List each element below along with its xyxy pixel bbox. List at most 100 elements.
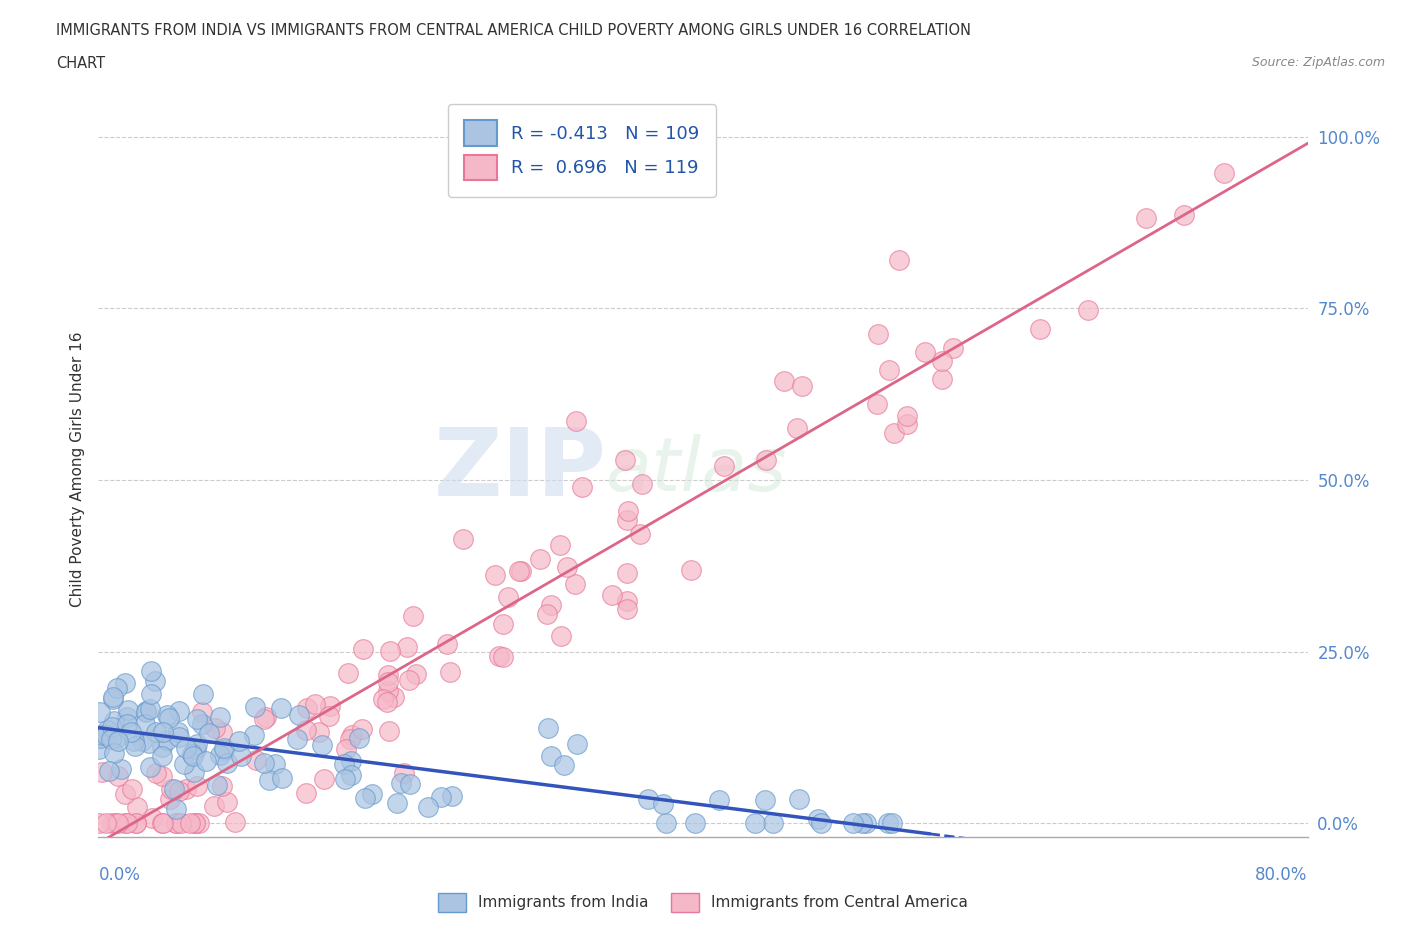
Point	[121, 781, 143, 796]
Point	[179, 816, 201, 830]
Point	[243, 699, 266, 714]
Point	[762, 816, 785, 830]
Point	[143, 673, 166, 688]
Point	[94, 728, 117, 743]
Point	[352, 722, 374, 737]
Point	[509, 564, 531, 578]
Point	[564, 576, 586, 591]
Point	[134, 716, 156, 731]
Point	[877, 362, 900, 377]
Text: ZIP: ZIP	[433, 424, 606, 515]
Point	[744, 816, 766, 830]
Point	[342, 727, 364, 742]
Point	[287, 732, 309, 747]
Point	[252, 711, 274, 726]
Point	[254, 710, 277, 724]
Point	[107, 734, 129, 749]
Point	[683, 816, 706, 830]
Point	[613, 452, 636, 467]
Point	[156, 732, 179, 747]
Point	[184, 816, 207, 830]
Point	[339, 753, 361, 768]
Point	[183, 764, 205, 779]
Point	[295, 723, 318, 737]
Point	[105, 816, 128, 830]
Point	[212, 742, 235, 757]
Text: 80.0%: 80.0%	[1256, 867, 1308, 884]
Point	[786, 420, 808, 435]
Point	[191, 704, 214, 719]
Point	[101, 816, 124, 830]
Point	[304, 697, 326, 711]
Point	[851, 816, 873, 830]
Point	[340, 768, 363, 783]
Point	[180, 747, 202, 762]
Point	[105, 680, 128, 695]
Point	[382, 689, 405, 704]
Point	[135, 705, 157, 720]
Point	[156, 708, 179, 723]
Point	[120, 724, 142, 739]
Point	[385, 795, 408, 810]
Point	[787, 791, 810, 806]
Point	[101, 691, 124, 706]
Point	[167, 729, 190, 744]
Point	[896, 417, 918, 432]
Point	[652, 797, 675, 812]
Point	[565, 413, 588, 428]
Point	[115, 710, 138, 724]
Point	[339, 732, 361, 747]
Point	[571, 479, 593, 494]
Point	[150, 816, 173, 830]
Point	[114, 787, 136, 802]
Point	[145, 724, 167, 739]
Point	[195, 753, 218, 768]
Text: IMMIGRANTS FROM INDIA VS IMMIGRANTS FROM CENTRAL AMERICA CHILD POVERTY AMONG GIR: IMMIGRANTS FROM INDIA VS IMMIGRANTS FROM…	[56, 23, 972, 38]
Point	[880, 816, 903, 830]
Point	[245, 752, 267, 767]
Point	[224, 815, 246, 830]
Point	[1135, 210, 1157, 225]
Point	[451, 532, 474, 547]
Point	[537, 721, 560, 736]
Point	[191, 686, 214, 701]
Point	[125, 816, 148, 830]
Point	[205, 777, 228, 792]
Point	[353, 790, 375, 805]
Point	[377, 684, 399, 698]
Point	[637, 791, 659, 806]
Point	[150, 768, 173, 783]
Point	[866, 397, 889, 412]
Point	[807, 812, 830, 827]
Point	[439, 664, 461, 679]
Text: CHART: CHART	[56, 56, 105, 71]
Point	[553, 758, 575, 773]
Point	[211, 779, 233, 794]
Point	[96, 723, 118, 737]
Point	[165, 816, 187, 830]
Point	[89, 704, 111, 719]
Point	[377, 674, 399, 689]
Point	[492, 649, 515, 664]
Point	[115, 816, 138, 830]
Point	[755, 452, 778, 467]
Point	[174, 782, 197, 797]
Point	[208, 710, 231, 724]
Text: Source: ZipAtlas.com: Source: ZipAtlas.com	[1251, 56, 1385, 69]
Point	[529, 551, 551, 566]
Point	[114, 816, 136, 830]
Point	[540, 598, 562, 613]
Point	[117, 703, 139, 718]
Point	[810, 816, 832, 830]
Point	[398, 672, 420, 687]
Point	[378, 644, 401, 658]
Point	[496, 590, 519, 604]
Point	[914, 345, 936, 360]
Point	[333, 756, 356, 771]
Point	[855, 816, 877, 830]
Point	[378, 724, 401, 738]
Point	[165, 802, 187, 817]
Point	[107, 816, 129, 830]
Point	[104, 731, 127, 746]
Point	[150, 740, 173, 755]
